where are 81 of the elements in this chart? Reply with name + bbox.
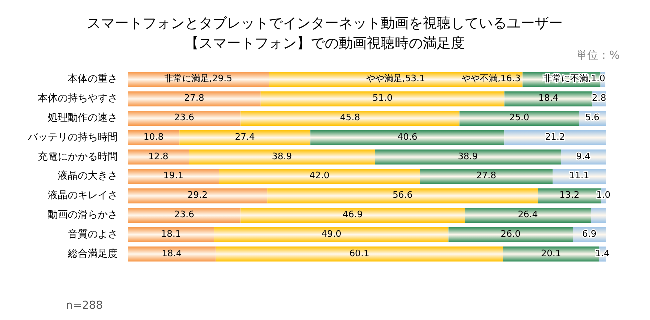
data-label: 2.8 <box>592 94 607 104</box>
bar <box>460 111 580 126</box>
bar <box>128 150 190 165</box>
data-label: 23.6 <box>174 210 195 220</box>
data-label: 38.9 <box>458 152 478 162</box>
y-tick-label: 音質のよさ <box>68 228 118 240</box>
bar <box>128 130 180 146</box>
data-label: 20.1 <box>541 249 562 260</box>
bar <box>240 111 460 126</box>
data-label: 18.4 <box>538 94 559 104</box>
bar <box>310 130 505 146</box>
bar <box>219 169 420 184</box>
data-label: やや不満,16.3 <box>462 74 521 85</box>
bar <box>260 92 505 107</box>
data-label: 9.4 <box>576 152 591 162</box>
bar <box>180 130 311 146</box>
data-label: やや満足,53.1 <box>366 74 426 85</box>
bar <box>591 208 606 223</box>
bar <box>189 150 376 165</box>
data-label: 27.8 <box>184 94 205 104</box>
text: n=288 <box>66 299 104 312</box>
bar <box>268 188 538 204</box>
data-label: 18.4 <box>162 249 182 260</box>
text: 単位：% <box>576 49 620 62</box>
chart-subtitle: 【スマートフォン】での動画視聴時の満足度 <box>185 36 465 52</box>
y-tick-label: 液晶の大きさ <box>58 170 118 182</box>
data-label: 非常に不満,1.0 <box>543 74 606 85</box>
data-label: 38.9 <box>272 152 292 162</box>
data-label: 27.8 <box>476 172 497 182</box>
bar <box>216 246 504 262</box>
data-label: 12.8 <box>148 152 169 162</box>
data-label: 1.4 <box>595 249 610 260</box>
data-label: 21.2 <box>545 132 566 143</box>
data-label: 49.0 <box>322 230 342 240</box>
data-label: 5.6 <box>585 114 600 124</box>
data-label: 11.1 <box>569 172 590 182</box>
y-tick-label: 本体の持ちやすさ <box>38 92 118 105</box>
data-label: 26.0 <box>500 230 522 240</box>
y-tick-label: 充電にかかる時間 <box>38 150 118 163</box>
data-label: 60.1 <box>350 249 370 260</box>
data-label: 1.0 <box>596 191 612 202</box>
bar <box>128 208 241 223</box>
bar <box>420 169 553 184</box>
chart-title: スマートフォンとタブレットでインターネット動画を視聴しているユーザー <box>87 16 563 32</box>
bar <box>128 227 215 242</box>
bar <box>128 111 241 126</box>
bar <box>214 227 449 242</box>
data-label: 10.8 <box>144 132 164 143</box>
bar <box>504 92 593 107</box>
bar <box>128 246 216 262</box>
data-label: 46.9 <box>342 210 364 220</box>
data-label: 40.6 <box>398 132 418 143</box>
data-label: 56.6 <box>392 191 414 202</box>
y-tick-label: バッテリの持ち時間 <box>27 131 118 144</box>
data-label: 6.9 <box>582 230 597 240</box>
bar <box>375 150 562 165</box>
data-label: 25.0 <box>509 114 530 124</box>
data-label: 非常に満足,29.5 <box>164 74 232 85</box>
bar <box>128 92 261 107</box>
data-label: 45.8 <box>340 114 361 124</box>
data-label: 51.0 <box>372 94 394 104</box>
data-label: 18.1 <box>161 230 182 240</box>
bar <box>448 227 574 242</box>
y-tick-label: 動画の滑らかさ <box>48 209 118 221</box>
bar <box>504 130 606 146</box>
y-tick-label: 総合満足度 <box>67 248 118 260</box>
bar <box>240 208 465 223</box>
data-label: 29.2 <box>188 191 208 202</box>
y-tick-label: 処理動作の速さ <box>48 112 118 124</box>
data-label: 23.6 <box>174 114 195 124</box>
data-label: 13.2 <box>560 191 580 202</box>
y-tick-label: 本体の重さ <box>68 73 118 86</box>
bar <box>128 188 268 204</box>
bar <box>128 169 220 184</box>
data-label: 42.0 <box>310 172 330 182</box>
data-label: 26.4 <box>518 210 538 220</box>
y-tick-label: 液晶のキレイさ <box>48 190 118 202</box>
data-label: 27.4 <box>235 132 256 143</box>
data-label: 19.1 <box>164 172 184 182</box>
bar <box>269 72 523 88</box>
bar <box>464 208 592 223</box>
